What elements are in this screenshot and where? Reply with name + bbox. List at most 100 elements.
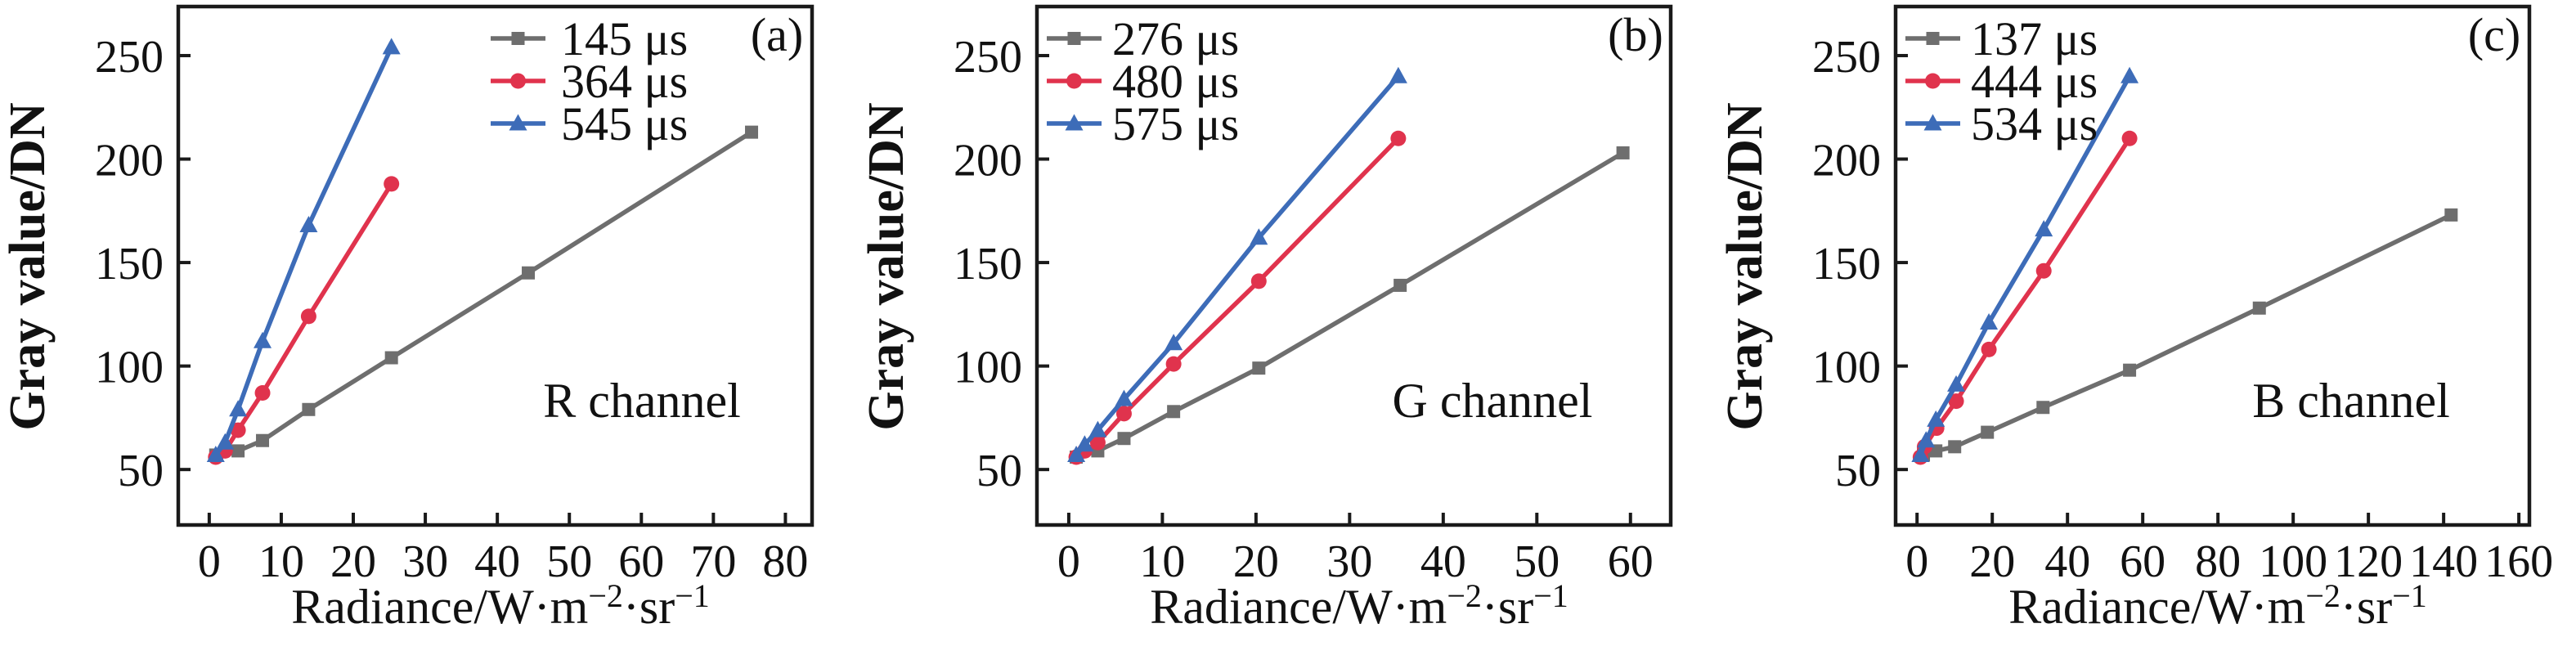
square-marker (1167, 405, 1181, 419)
panel-tag-a: (a) (751, 8, 803, 61)
legend-label-480us: 480 μs (1112, 55, 1239, 108)
chart-panel-a: 0 10 20 30 40 50 60 70 80 50 100 150 200 250 Radiance/… (0, 4, 815, 634)
square-marker (256, 433, 270, 447)
x-tick-label: 30 (402, 536, 448, 587)
circle-marker (1390, 130, 1407, 146)
legend-label-364us: 364 μs (561, 55, 688, 108)
x-tick-label: 70 (690, 536, 736, 587)
x-tick-label: 10 (1139, 536, 1185, 587)
chart-panel-b: 0 10 20 30 40 50 60 50 100 150 200 250 Radiance/W·m−… (859, 4, 1673, 634)
y-tick-label: 200 (95, 136, 164, 186)
triangle-marker (1389, 66, 1407, 83)
circle-marker (1925, 73, 1941, 89)
square-marker (522, 266, 536, 280)
x-tick-label: 10 (258, 536, 304, 587)
y-tick-label: 250 (1812, 32, 1881, 83)
x-tick-label: 40 (474, 536, 520, 587)
legend-label-534us: 534 μs (1971, 97, 2098, 150)
circle-marker (1948, 393, 1964, 410)
square-marker (1926, 32, 1940, 45)
circle-marker (510, 73, 526, 89)
triangle-marker (1165, 334, 1183, 351)
x-tick-label: 100 (2259, 536, 2327, 587)
triangle-marker (2120, 66, 2139, 83)
panel-tag-c: (c) (2468, 8, 2520, 61)
plot-area-border (1034, 4, 1673, 527)
x-tick-label: 40 (2044, 536, 2090, 587)
triangle-marker (1067, 445, 1086, 462)
series-line-blue (213, 46, 394, 457)
legend-label-276us: 276 μs (1112, 12, 1239, 65)
series-line-red (1918, 137, 2132, 459)
chart-panel-c: 0 20 40 60 80 100 120 140 16050100150200250Radia… (1717, 4, 2553, 634)
triangle-marker (1917, 431, 1936, 448)
square-marker (1393, 278, 1407, 292)
circle-marker (2121, 130, 2138, 146)
x-axis-label: Radiance/W·m−2·sr−1 (291, 577, 710, 634)
x-tick-label: 20 (1969, 536, 2015, 587)
channel-label-g: G channel (1393, 374, 1593, 428)
circle-marker (1250, 273, 1267, 289)
square-marker (1981, 425, 1995, 439)
triangle-marker (206, 445, 225, 462)
triangle-marker (1923, 114, 1942, 131)
triangle-marker (382, 38, 401, 55)
triangle-marker (1065, 114, 1084, 131)
plot-area-border (1893, 4, 2532, 527)
panel-tag-b: (b) (1608, 8, 1663, 61)
circle-marker (1115, 406, 1132, 422)
y-tick-label: 250 (95, 32, 164, 83)
square-marker (2444, 208, 2458, 222)
triangle-marker (1911, 445, 1930, 462)
x-tick-label: 40 (1420, 536, 1466, 587)
circle-marker (1089, 434, 1106, 451)
triangle-marker (1088, 420, 1107, 437)
x-tick-label: 20 (1233, 536, 1279, 587)
x-tick-label: 80 (2195, 536, 2241, 587)
triangle-marker (229, 400, 248, 417)
square-marker (1117, 432, 1131, 446)
y-tick-label: 200 (954, 136, 1022, 186)
square-marker (745, 125, 759, 139)
x-tick-label: 30 (1326, 536, 1372, 587)
plot-built-b: 0 10 20 30 40 50 60 50 100 150 200 250 Radiance/W·m−… (954, 4, 1673, 634)
circle-marker (254, 385, 271, 402)
circle-marker (1066, 73, 1082, 89)
y-axis-label: Gray value/DN (1717, 102, 1773, 430)
circle-marker (1981, 341, 1997, 357)
circle-marker (230, 422, 246, 438)
square-marker (231, 444, 245, 458)
triangle-marker (1115, 389, 1133, 406)
y-tick-label: 200 (1812, 136, 1881, 186)
legend-label-145us: 145 μs (561, 12, 688, 65)
triangle-marker (299, 216, 318, 233)
y-tick-label: 150 (95, 239, 164, 289)
x-tick-label: 140 (2409, 536, 2478, 587)
triangle-marker (1980, 312, 1999, 330)
x-tick-label: 60 (1608, 536, 1654, 587)
square-marker (2123, 363, 2137, 377)
circle-marker (2035, 262, 2052, 279)
y-tick-label: 150 (1812, 239, 1881, 289)
x-tick-label: 160 (2484, 536, 2553, 587)
y-tick-label: 50 (1835, 446, 1881, 496)
y-tick-label: 100 (954, 343, 1022, 393)
circle-marker (1165, 356, 1182, 372)
y-tick-label: 250 (954, 32, 1022, 83)
legend-label-137us: 137 μs (1971, 12, 2098, 65)
y-tick-label: 100 (95, 343, 164, 393)
plot-area-border (176, 4, 815, 527)
y-axis-label: Gray value/DN (859, 102, 914, 430)
square-marker (384, 351, 398, 365)
circle-marker (384, 176, 400, 192)
x-axis-label: Radiance/W·m−2·sr−1 (1150, 577, 1568, 634)
x-axis-label: Radiance/W·m−2·sr−1 (2008, 577, 2427, 634)
triangle-marker (254, 331, 272, 348)
x-tick-label: 50 (1514, 536, 1560, 587)
triangle-marker (2035, 220, 2053, 237)
square-marker (302, 402, 316, 416)
y-axis-label: Gray value/DN (0, 102, 56, 430)
triangle-marker (216, 433, 235, 450)
square-marker (1067, 32, 1081, 45)
